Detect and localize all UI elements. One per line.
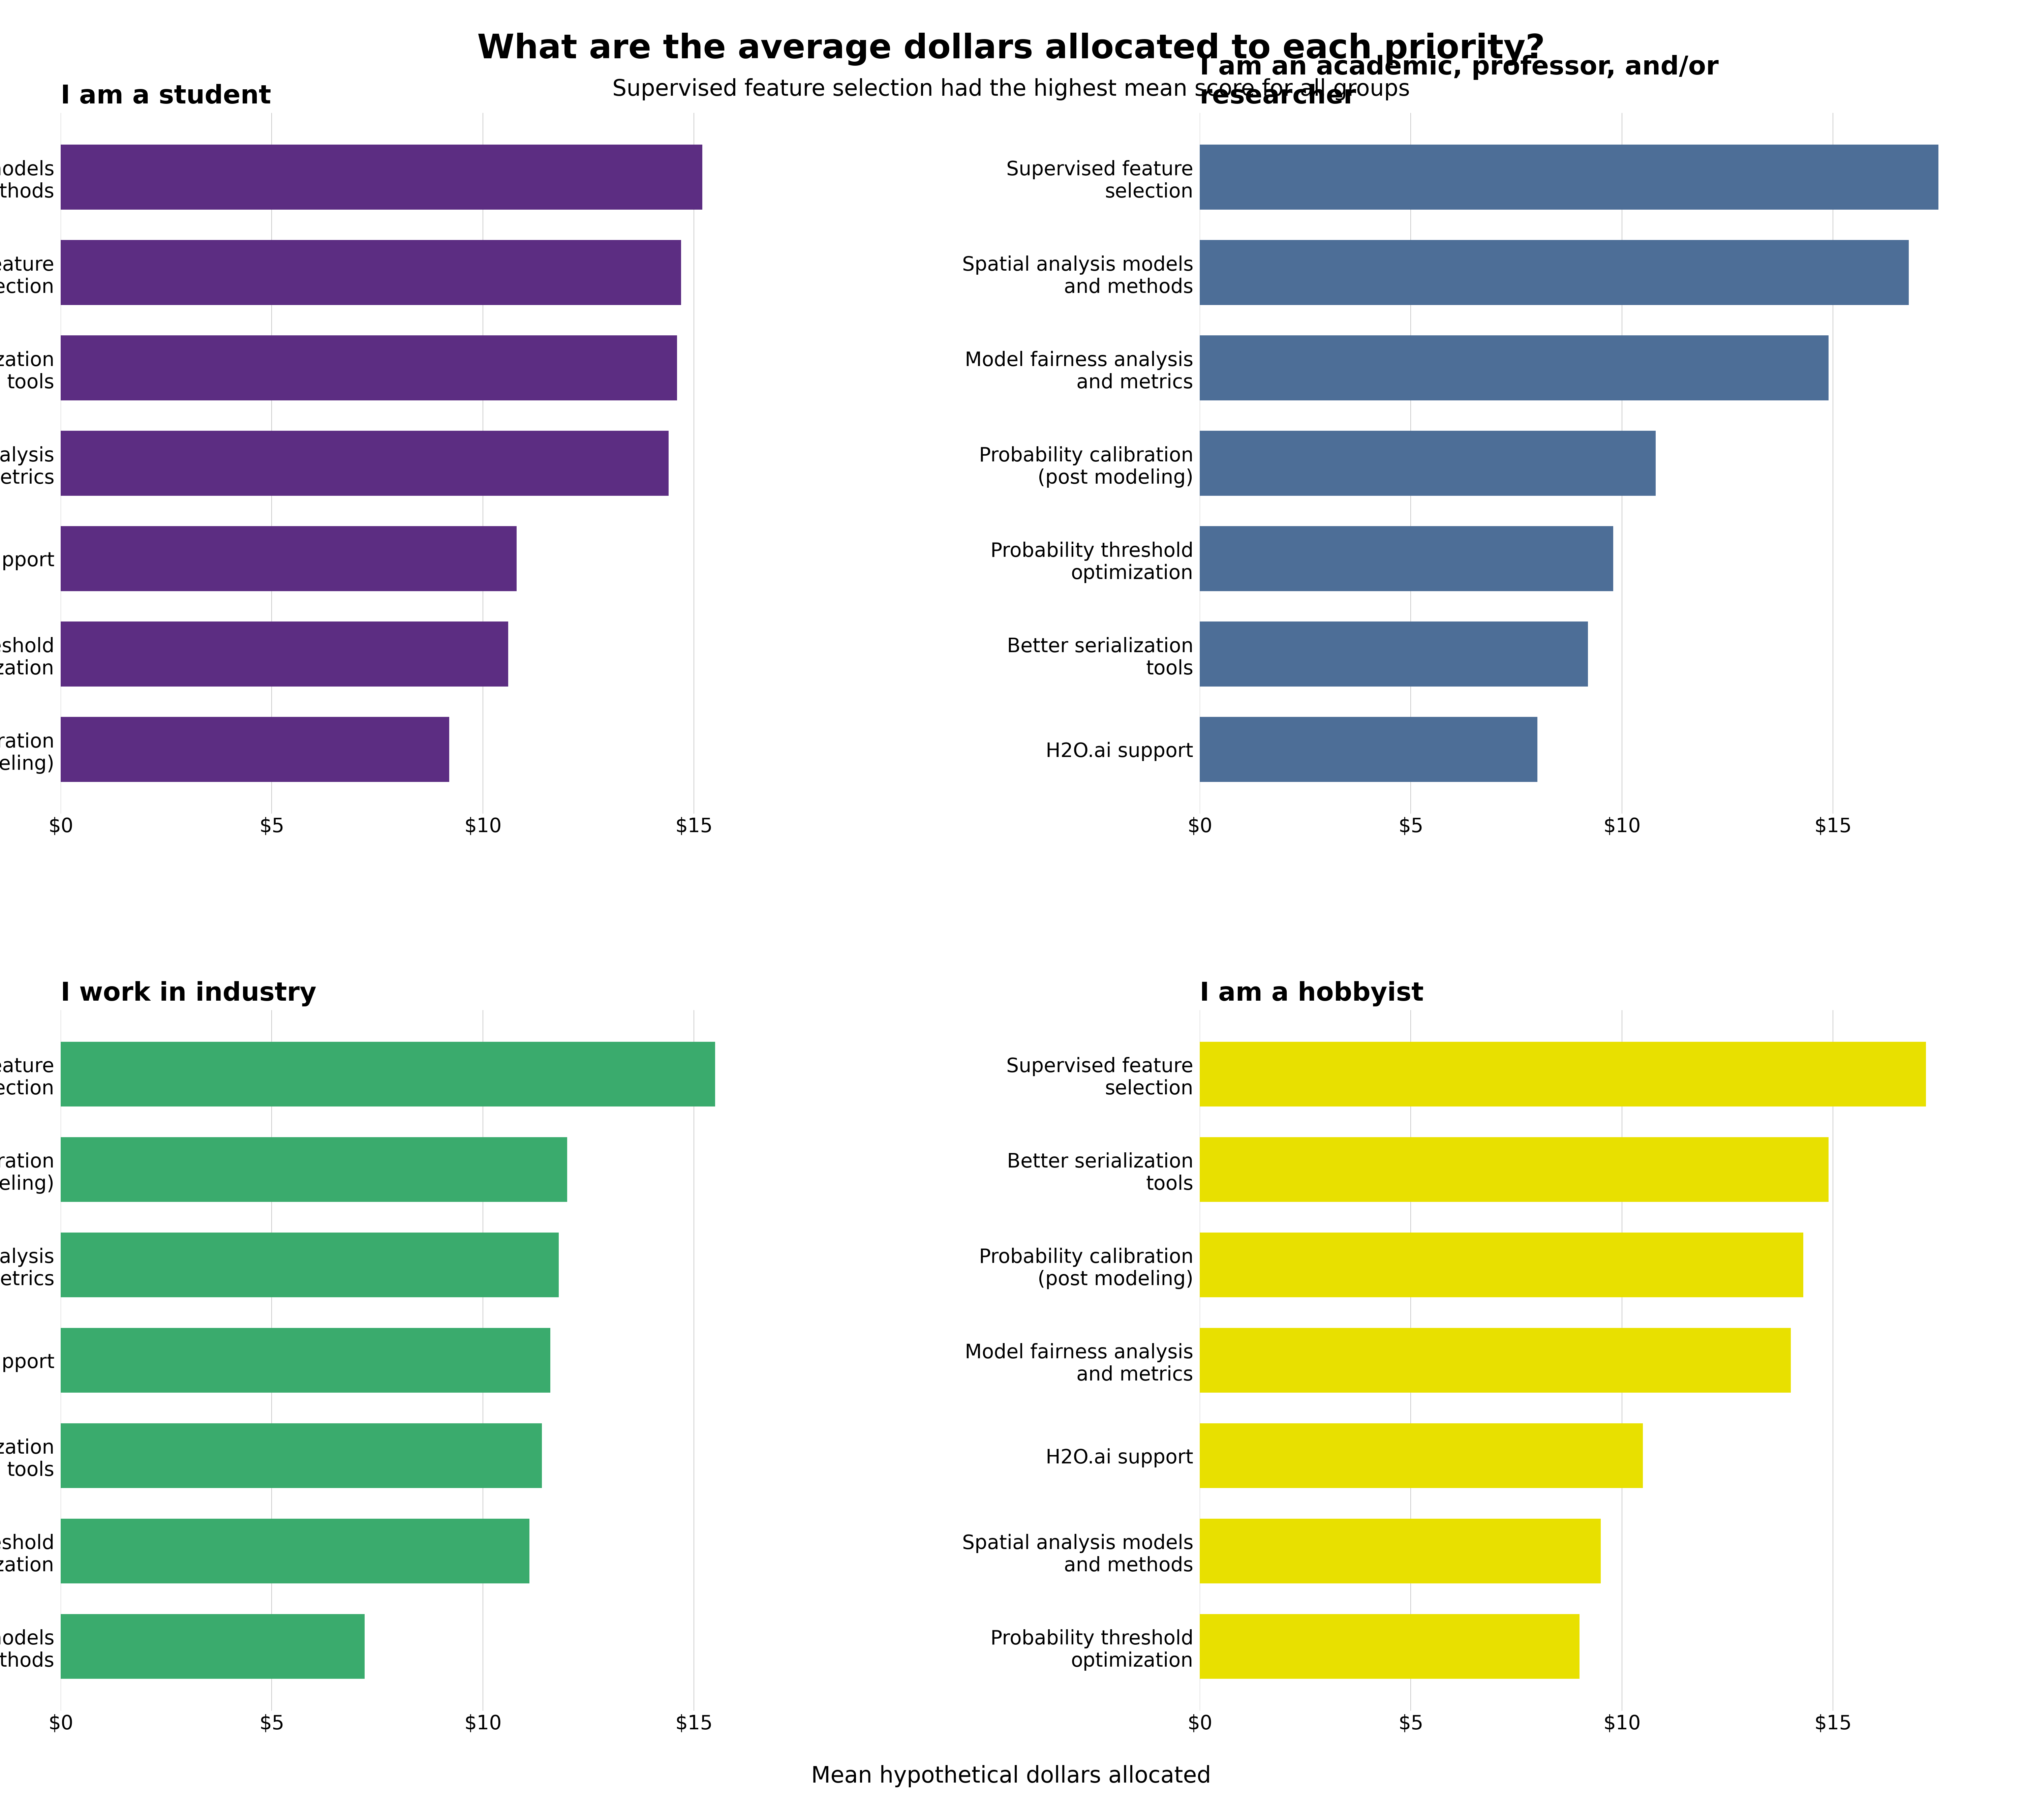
Text: Supervised feature selection had the highest mean score for all groups: Supervised feature selection had the hig… (613, 78, 1409, 100)
Bar (61, 431, 669, 495)
Bar (61, 622, 508, 686)
Bar (61, 1329, 550, 1392)
Bar (1199, 526, 1614, 592)
Bar (1199, 146, 1939, 209)
Bar (1199, 431, 1656, 495)
Bar (61, 526, 516, 592)
Text: What are the average dollars allocated to each priority?: What are the average dollars allocated t… (477, 33, 1545, 66)
Bar (61, 1518, 530, 1583)
Text: I work in industry: I work in industry (61, 981, 315, 1006)
Bar (61, 1041, 716, 1107)
Bar (1199, 1329, 1791, 1392)
Text: I am a hobbyist: I am a hobbyist (1199, 981, 1423, 1006)
Bar (61, 717, 449, 783)
Bar (61, 1614, 364, 1678)
Text: I am a student: I am a student (61, 84, 271, 109)
Bar (1199, 1423, 1644, 1489)
Bar (1199, 1041, 1925, 1107)
Bar (1199, 1232, 1804, 1298)
Bar (1199, 1518, 1601, 1583)
Bar (61, 1232, 558, 1298)
Bar (1199, 622, 1587, 686)
Bar (1199, 1138, 1828, 1201)
Bar (1199, 717, 1537, 783)
Bar (61, 240, 681, 306)
Bar (1199, 240, 1909, 306)
Bar (61, 1423, 542, 1489)
Bar (1199, 335, 1828, 400)
Bar (1199, 1614, 1579, 1678)
Text: I am an academic, professor, and/or
researcher: I am an academic, professor, and/or rese… (1199, 55, 1719, 109)
Bar (61, 146, 702, 209)
Bar (61, 335, 677, 400)
Text: Mean hypothetical dollars allocated: Mean hypothetical dollars allocated (811, 1765, 1211, 1787)
Bar (61, 1138, 568, 1201)
